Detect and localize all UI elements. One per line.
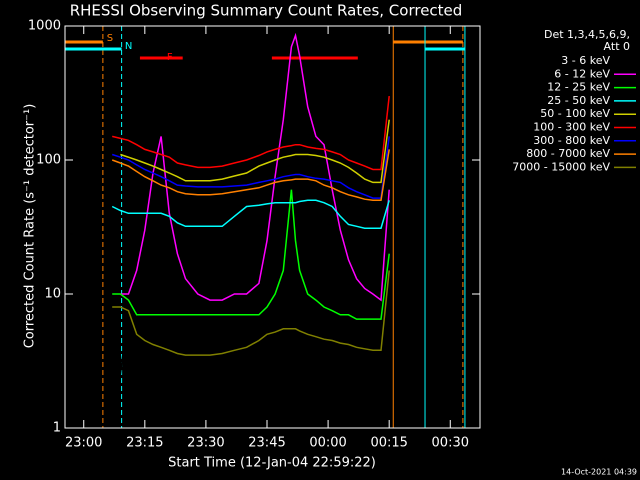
chart-title: RHESSI Observing Summary Count Rates, Co…	[70, 2, 463, 20]
y-axis-label: Corrected Count Rate (s⁻¹ detector⁻¹)	[23, 104, 38, 349]
plot-frame	[64, 25, 481, 429]
legend-label: 3 - 6 keV	[561, 54, 610, 67]
x-tick-label: 23:00	[65, 436, 102, 451]
series-line	[111, 199, 390, 229]
legend-label: 50 - 100 keV	[540, 107, 610, 120]
series-line	[111, 149, 390, 202]
flag-label: F	[167, 52, 173, 63]
flag-label: S	[107, 33, 113, 44]
legend-label: 6 - 12 keV	[554, 67, 610, 80]
legend-title: Att 0	[604, 40, 630, 53]
series-line	[112, 189, 390, 320]
flag-label: N	[125, 41, 132, 52]
y-tick-label: 1000	[28, 19, 61, 34]
x-tick-label: 00:15	[370, 436, 407, 451]
x-tick-label: 23:15	[126, 436, 163, 451]
footer: 14-Oct-2021 04:39	[561, 468, 637, 477]
series-line	[120, 32, 390, 302]
x-tick-label: 00:30	[432, 436, 469, 451]
series-line	[112, 96, 390, 171]
x-tick-label: 23:45	[248, 436, 285, 451]
series-line	[112, 270, 390, 356]
x-tick-label: 23:30	[187, 436, 224, 451]
legend-label: 7000 - 15000 keV	[512, 160, 610, 173]
y-tick-label: 1	[53, 421, 61, 436]
legend-label: 800 - 7000 keV	[526, 147, 610, 160]
x-tick-label: 00:00	[309, 436, 346, 451]
legend-label: 25 - 50 keV	[547, 94, 610, 107]
series-line	[111, 136, 390, 199]
legend-label: 300 - 800 keV	[533, 134, 610, 147]
series-line	[112, 70, 390, 376]
y-tick-label: 100	[36, 153, 61, 168]
legend-label: 12 - 25 keV	[547, 81, 610, 94]
legend-label: 100 - 300 keV	[533, 121, 610, 134]
legend-title: Det 1,3,4,5,6,9,	[544, 28, 630, 41]
x-axis-label: Start Time (12-Jan-04 22:59:22)	[168, 456, 376, 471]
y-tick-label: 10	[44, 287, 61, 302]
series-line	[120, 119, 390, 184]
